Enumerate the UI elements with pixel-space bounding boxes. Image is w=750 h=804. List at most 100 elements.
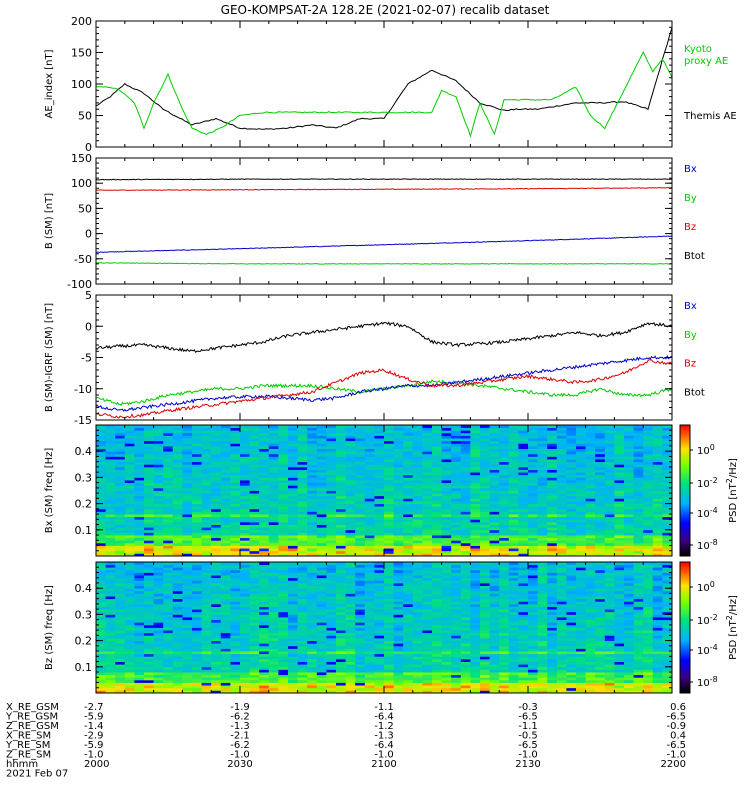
spectrogram-cell [154, 504, 164, 507]
spectrogram-cell [278, 662, 288, 665]
spectrogram-cell [240, 667, 250, 670]
spectrogram-cell [250, 546, 260, 549]
spectrogram-cell [115, 535, 125, 538]
spectrogram-cell [365, 488, 375, 491]
spectrogram-cell [634, 477, 644, 480]
spectrogram-cell [182, 625, 192, 628]
spectrogram-cell [144, 633, 154, 636]
spectrogram-cell [192, 551, 202, 554]
spectrogram-cell [413, 470, 423, 473]
spectrogram-cell [432, 517, 442, 520]
spectrogram-cell [365, 612, 375, 615]
spectrogram-cell [413, 472, 423, 475]
spectrogram-cell [192, 643, 202, 646]
spectrogram-cell [115, 509, 125, 512]
spectrogram-cell [576, 443, 586, 446]
spectrogram-cell [490, 430, 500, 433]
spectrogram-cell [547, 543, 557, 546]
spectrogram-cell [384, 540, 394, 543]
spectrogram-cell [106, 485, 116, 488]
spectrogram-cell [547, 519, 557, 522]
spectrogram-cell [346, 633, 356, 636]
spectrogram-cell [374, 449, 384, 452]
spectrogram-cell [288, 428, 298, 431]
spectrogram-cell [384, 519, 394, 522]
spectrogram-cell [259, 543, 269, 546]
spectrogram-cell [317, 496, 327, 499]
spectrogram-cell [211, 565, 221, 568]
spectrogram-cell [586, 509, 596, 512]
spectrogram-cell [346, 506, 356, 509]
spectrogram-cell [643, 538, 653, 541]
spectrogram-cell [163, 593, 173, 596]
spectrogram-cell [518, 540, 528, 543]
spectrogram-cell [509, 543, 519, 546]
spectrogram-cell [470, 485, 480, 488]
spectrogram-cell [317, 514, 327, 517]
spectrogram-cell [240, 514, 250, 517]
spectrogram-cell [221, 491, 231, 494]
legend-label: Bz [684, 359, 696, 370]
spectrogram-cell [576, 493, 586, 496]
spectrogram-cell [346, 483, 356, 486]
spectrogram-cell [106, 667, 116, 670]
spectrogram-cell [605, 511, 615, 514]
spectrogram-cell [624, 491, 634, 494]
spectrogram-cell [470, 451, 480, 454]
spectrogram-cell [202, 477, 212, 480]
spectrogram-cell [576, 464, 586, 467]
spectrogram-cell [192, 483, 202, 486]
spectrogram-cell [173, 586, 183, 589]
spectrogram-cell [374, 669, 384, 672]
spectrogram-cell [259, 659, 269, 662]
spectrogram-cell [317, 609, 327, 612]
spectrogram-cell [566, 428, 576, 431]
spectrogram-cell [518, 551, 528, 554]
spectrogram-cell [250, 633, 260, 636]
spectrogram-cell [298, 565, 308, 568]
spectrogram-cell [346, 467, 356, 470]
spectrogram-cell [298, 532, 308, 535]
spectrogram-cell [634, 441, 644, 444]
spectrogram-cell [528, 509, 538, 512]
spectrogram-cell [154, 614, 164, 617]
spectrogram-cell [269, 662, 279, 665]
spectrogram-cell [403, 472, 413, 475]
spectrogram-cell [384, 441, 394, 444]
spectrogram-cell [288, 659, 298, 662]
spectrogram-cell [499, 430, 509, 433]
spectrogram-cell [182, 498, 192, 501]
spectrogram-cell [470, 527, 480, 530]
spectrogram-cell [547, 433, 557, 436]
spectrogram-cell [278, 540, 288, 543]
spectrogram-cell [490, 459, 500, 462]
spectrogram-cell [250, 441, 260, 444]
spectrogram-cell [154, 525, 164, 528]
spectrogram-cell [106, 459, 116, 462]
spectrogram-cell [547, 475, 557, 478]
spectrogram-cell [269, 532, 279, 535]
spectrogram-cell [134, 641, 144, 644]
spectrogram-cell [547, 514, 557, 517]
spectrogram-cell [182, 543, 192, 546]
spectrogram-cell [413, 430, 423, 433]
spectrogram-cell [202, 543, 212, 546]
spectrogram-cell [125, 580, 135, 583]
spectrogram-cell [355, 493, 365, 496]
spectrogram-cell [355, 680, 365, 683]
spectrogram-cell [173, 443, 183, 446]
spectrogram-cell [346, 651, 356, 654]
spectrogram-cell [154, 498, 164, 501]
spectrogram-cell [557, 477, 567, 480]
spectrogram-cell [288, 514, 298, 517]
spectrogram-cell [480, 496, 490, 499]
spectrogram-cell [278, 551, 288, 554]
spectrogram-cell [269, 519, 279, 522]
spectrogram-cell [634, 449, 644, 452]
spectrogram-cell [269, 625, 279, 628]
exponent: -2 [710, 476, 718, 485]
spectrogram-cell [557, 475, 567, 478]
spectrogram-cell [634, 496, 644, 499]
spectrogram-cell [451, 477, 461, 480]
spectrogram-cell [182, 428, 192, 431]
